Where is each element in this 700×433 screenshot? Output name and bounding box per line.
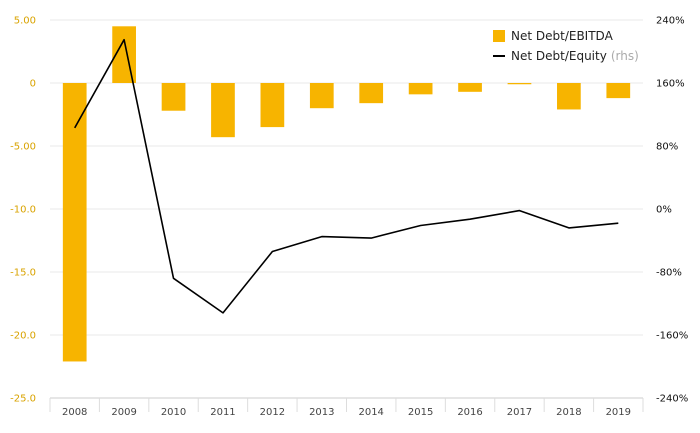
legend: Net Debt/EBITDA Net Debt/Equity (rhs) [493, 26, 639, 66]
bar-2013 [309, 83, 334, 109]
bar-2011 [211, 83, 235, 138]
x-tick-label: 2017 [507, 407, 532, 418]
x-tick-label: 2015 [408, 407, 433, 418]
bar-2008 [62, 83, 87, 362]
left-tick-label: -20.0 [10, 331, 36, 342]
net-debt-equity-line [74, 38, 619, 314]
x-tick-label: 2012 [260, 407, 285, 418]
left-tick-label: 0 [30, 79, 36, 90]
bar-2010 [161, 83, 186, 111]
bar-2016 [458, 83, 482, 92]
x-tick-label: 2018 [556, 407, 581, 418]
legend-swatch-bar [493, 30, 505, 42]
bar-2019 [606, 83, 631, 99]
x-axis: 2008 2009 2010 2011 2012 2013 2014 2015 2016 2017… [49, 397, 644, 418]
legend-item-line: Net Debt/Equity (rhs) [493, 46, 639, 66]
gridlines [50, 19, 643, 336]
bar-2015 [408, 83, 433, 95]
bar-2012 [260, 83, 285, 128]
legend-item-bar: Net Debt/EBITDA [493, 26, 639, 46]
x-tick-label: 2010 [161, 407, 186, 418]
left-tick-label: 5.00 [14, 16, 36, 27]
bar-2014 [359, 83, 384, 104]
x-tick-label: 2008 [62, 407, 87, 418]
x-tick-label: 2013 [309, 407, 334, 418]
bar-series [62, 26, 631, 362]
legend-label-line-suffix: (rhs) [610, 49, 639, 63]
x-tick-label: 2014 [358, 407, 383, 418]
left-axis-ticks: 5.00 0 -5.00 -10.0 -15.0 -20.0 -25.0 [10, 16, 36, 405]
legend-label-bar: Net Debt/EBITDA [511, 29, 613, 43]
left-tick-label: -15.0 [10, 268, 36, 279]
right-tick-label: -240% [656, 394, 688, 405]
right-tick-label: -80% [656, 268, 682, 279]
left-tick-label: -5.00 [10, 142, 36, 153]
right-tick-label: 0% [656, 205, 672, 216]
x-tick-label: 2016 [457, 407, 482, 418]
right-tick-label: 240% [656, 16, 685, 27]
right-tick-label: 80% [656, 142, 678, 153]
right-axis-ticks: 240% 160% 80% 0% -80% -160% -240% [656, 16, 688, 405]
right-tick-label: 160% [656, 79, 685, 90]
legend-label-line: Net Debt/Equity [511, 49, 607, 63]
right-tick-label: -160% [656, 331, 688, 342]
x-tick-label: 2011 [210, 407, 235, 418]
legend-swatch-line [493, 55, 505, 57]
bar-2018 [557, 83, 581, 110]
left-tick-label: -10.0 [10, 205, 36, 216]
left-tick-label: -25.0 [10, 394, 36, 405]
line-series [74, 38, 619, 314]
bar-2017 [507, 83, 532, 85]
x-tick-label: 2019 [606, 407, 631, 418]
x-tick-label: 2009 [111, 407, 136, 418]
